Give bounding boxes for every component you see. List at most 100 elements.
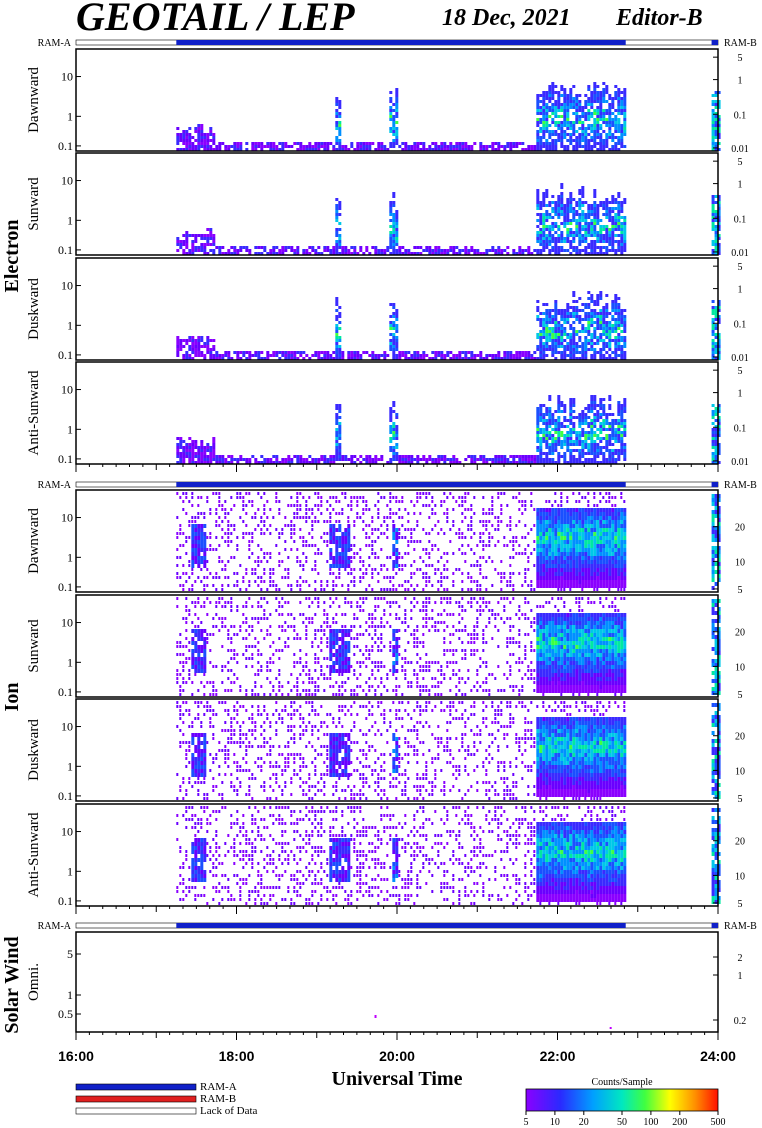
spectrogram-cell [548, 309, 552, 312]
spectrogram-cell [248, 548, 251, 551]
spectrogram-cell [554, 339, 558, 342]
spectrogram-cell [359, 249, 363, 252]
spectrogram-cell [548, 407, 552, 410]
spectrogram-cell [182, 243, 186, 246]
spectrogram-cell [467, 572, 470, 575]
spectrogram-cell [491, 148, 495, 151]
spectrogram-cell [455, 500, 458, 503]
spectrogram-cell [545, 243, 549, 246]
spectrogram-cell [711, 124, 715, 127]
spectrogram-cell [200, 351, 204, 354]
spectrogram-cell [557, 246, 561, 249]
spectrogram-cell [524, 357, 528, 360]
spectrogram-cell [485, 576, 488, 579]
spectrogram-cell [548, 252, 552, 255]
spectrogram-cell [257, 556, 260, 559]
spectrogram-cell [711, 100, 715, 103]
spectrogram-cell [257, 351, 261, 354]
spectrogram-cell [401, 351, 405, 354]
spectrogram-cell [338, 312, 342, 315]
spectrogram-cell [350, 458, 354, 461]
spectrogram-cell [515, 536, 518, 539]
spectrogram-cell [557, 127, 561, 130]
spectrogram-cell [380, 249, 384, 252]
spectrogram-cell [299, 351, 303, 354]
spectrogram-cell [515, 496, 518, 499]
spectrogram-cell [194, 520, 197, 523]
spectrogram-cell [587, 210, 591, 213]
spectrogram-cell [551, 246, 555, 249]
spectrogram-cell [587, 225, 591, 228]
spectrogram-cell [521, 504, 524, 507]
spectrogram-cell [176, 249, 180, 252]
spectrogram-cell [479, 458, 483, 461]
spectrogram-cell [317, 508, 320, 511]
spectrogram-cell [497, 540, 500, 543]
spectrogram-cell [566, 210, 570, 213]
spectrogram-cell [185, 449, 189, 452]
spectrogram-cell [590, 339, 594, 342]
spectrogram-cell [572, 306, 576, 309]
spectrogram-cell [326, 500, 329, 503]
spectrogram-cell [281, 528, 284, 531]
spectrogram-cell [206, 548, 209, 551]
spectrogram-cell [566, 440, 570, 443]
spectrogram-cell [566, 216, 570, 219]
spectrogram-cell [548, 228, 552, 231]
spectrogram-cell [320, 252, 324, 255]
spectrogram-cell [179, 133, 183, 136]
spectrogram-cell [314, 145, 318, 148]
spectrogram-cell [443, 142, 447, 145]
spectrogram-cell [341, 351, 345, 354]
spectrogram-cell [599, 437, 603, 440]
spectrogram-cell [425, 572, 428, 575]
spectrogram-cell [218, 560, 221, 563]
spectrogram-cell [335, 243, 339, 246]
spectrogram-cell [620, 100, 624, 103]
spectrogram-cell [593, 201, 597, 204]
spectrogram-cell [317, 461, 321, 464]
spectrogram-cell [209, 234, 213, 237]
spectrogram-cell [605, 231, 609, 234]
spectrogram-cell [602, 315, 606, 318]
spectrogram-cell [584, 118, 588, 121]
spectrogram-cell [521, 584, 524, 587]
spectrogram-cell [458, 568, 461, 571]
spectrogram-cell [587, 139, 591, 142]
spectrogram-cell [542, 198, 546, 201]
spectrogram-cell [203, 133, 207, 136]
spectrogram-cell [455, 354, 459, 357]
spectrogram-cell [470, 504, 473, 507]
spectrogram-cell [578, 213, 582, 216]
spectrogram-cell [717, 148, 721, 151]
spectrogram-cell [296, 252, 300, 255]
spectrogram-cell [623, 419, 627, 422]
spectrogram-cell [605, 201, 609, 204]
spectrogram-cell [536, 112, 540, 115]
spectrogram-cell [215, 576, 218, 579]
spectrogram-cell [711, 431, 715, 434]
spectrogram-cell [449, 249, 453, 252]
spectrogram-cell [551, 443, 555, 446]
spectrogram-cell [338, 455, 342, 458]
spectrogram-cell [317, 351, 321, 354]
spectrogram-cell [191, 516, 194, 519]
spectrogram-cell [494, 354, 498, 357]
spectrogram-cell [578, 321, 582, 324]
spectrogram-cell [584, 416, 588, 419]
spectrogram-cell [419, 458, 423, 461]
spectrogram-cell [563, 225, 567, 228]
spectrogram-cell [212, 455, 216, 458]
spectrogram-cell [581, 588, 584, 591]
spectrogram-cell [614, 109, 618, 112]
spectrogram-cell [584, 544, 588, 548]
spectrogram-cell [392, 425, 396, 428]
spectrogram-cell [479, 556, 482, 559]
spectrogram-cell [191, 336, 195, 339]
spectrogram-cell [422, 458, 426, 461]
spectrogram-cell [296, 142, 300, 145]
spectrogram-cell [539, 548, 543, 552]
spectrogram-cell [623, 112, 627, 115]
spectrogram-cell [617, 243, 621, 246]
spectrogram-cell [614, 351, 618, 354]
